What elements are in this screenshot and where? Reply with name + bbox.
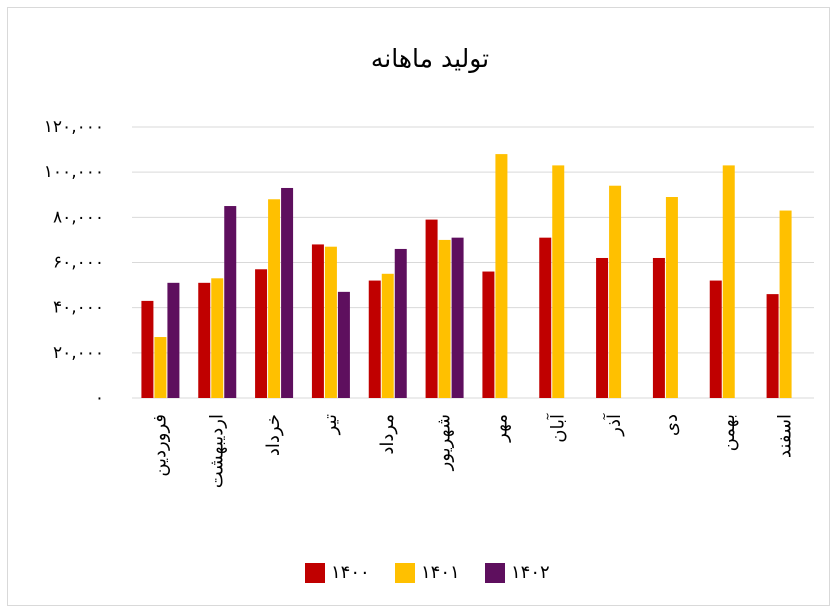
bar — [311, 244, 324, 398]
x-tick-label: آذر — [602, 413, 625, 437]
y-tick-label: ۲۰,۰۰۰ — [53, 343, 104, 363]
x-tick-label: مهر — [490, 414, 511, 443]
x-tick-label: شهریور — [434, 414, 455, 471]
bar — [722, 165, 735, 398]
legend-swatch — [395, 563, 415, 583]
x-tick-label: بهمن — [718, 414, 739, 451]
x-tick-label: اسفند — [775, 414, 796, 458]
bar — [596, 257, 609, 398]
bar — [281, 187, 294, 398]
bar — [141, 300, 154, 398]
x-tick-label: تیر — [320, 414, 341, 435]
bar — [268, 199, 281, 398]
bar — [539, 237, 552, 398]
x-tick-label: دی — [661, 414, 682, 436]
bar — [425, 219, 438, 398]
bar — [552, 165, 565, 398]
bar — [324, 246, 337, 398]
bar — [224, 206, 237, 398]
bar — [255, 269, 268, 398]
bar — [766, 294, 779, 398]
bar — [665, 197, 678, 398]
x-tick-label: خرداد — [263, 414, 284, 456]
x-tick-label: مرداد — [377, 414, 398, 455]
y-tick-label: ۱۰۰,۰۰۰ — [44, 162, 104, 182]
bar — [709, 280, 722, 398]
legend-label: ۱۴۰۱ — [421, 562, 460, 583]
bar — [167, 282, 180, 398]
bar — [198, 282, 211, 398]
bar — [394, 248, 407, 398]
bar — [609, 185, 622, 398]
bar — [779, 210, 792, 398]
chart-title: تولید ماهانه — [371, 44, 489, 73]
y-tick-label: ۸۰,۰۰۰ — [53, 207, 104, 227]
chart-frame — [7, 7, 830, 606]
y-tick-label: ۱۲۰,۰۰۰ — [44, 117, 104, 137]
bar — [482, 271, 495, 398]
x-tick-label: فروردین — [149, 414, 170, 477]
y-tick-label: ۶۰,۰۰۰ — [53, 253, 104, 273]
legend-label: ۱۴۰۲ — [511, 562, 550, 583]
bar — [652, 257, 665, 398]
bar — [368, 280, 381, 398]
bar — [211, 278, 224, 398]
bar — [337, 291, 350, 398]
legend-swatch — [305, 563, 325, 583]
bar — [495, 154, 508, 398]
legend-label: ۱۴۰۰ — [331, 562, 370, 583]
x-tick-label: اردیبهشت — [206, 414, 227, 488]
bar — [451, 237, 464, 398]
y-tick-label: ۴۰,۰۰۰ — [53, 298, 104, 318]
legend-swatch — [485, 563, 505, 583]
y-tick-label: ۰ — [95, 388, 104, 408]
bar — [381, 273, 394, 398]
bar — [154, 337, 167, 398]
bar — [438, 239, 451, 398]
x-tick-label: آبان — [545, 413, 568, 443]
